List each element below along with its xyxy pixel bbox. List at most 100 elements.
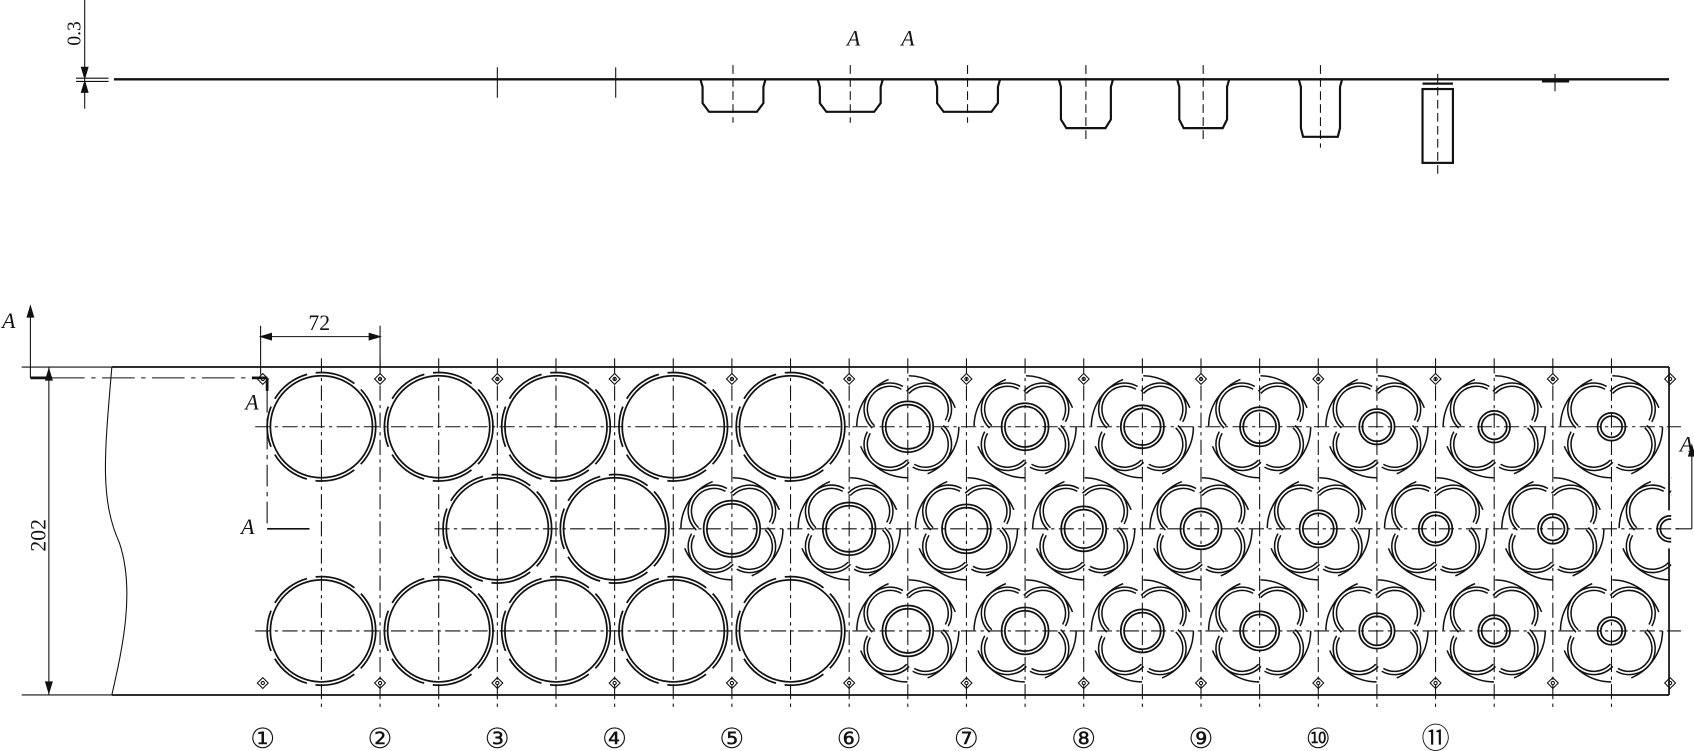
flower-petal-arc bbox=[1500, 631, 1536, 673]
flower-petal-arc bbox=[1097, 382, 1138, 429]
blank-cut-circle bbox=[621, 578, 726, 683]
lanced-slot-arc bbox=[500, 371, 612, 482]
flower-petal-arc bbox=[1617, 631, 1653, 673]
flower-petal-arc bbox=[1146, 629, 1187, 676]
drawn-inner-circle bbox=[1239, 406, 1281, 448]
flower-petal-arc bbox=[966, 487, 1008, 523]
flower-petal-arc bbox=[1440, 526, 1481, 574]
flower-petal-arc bbox=[737, 529, 774, 571]
flower-petal-arc bbox=[1500, 427, 1536, 468]
pilot-hole-center bbox=[260, 680, 265, 686]
flower-petal-arc bbox=[855, 529, 891, 571]
flower-petal-arc bbox=[1670, 494, 1672, 496]
section-cut-label-left: A bbox=[0, 309, 16, 333]
pilot-hole bbox=[1429, 676, 1442, 690]
flower-petal-arc bbox=[972, 529, 1008, 571]
flower-petal-arc bbox=[866, 589, 902, 631]
flower-petal-arc bbox=[1159, 487, 1195, 529]
pilot-hole bbox=[256, 676, 269, 690]
flower-petal-arc bbox=[1452, 636, 1494, 673]
flower-petal-arc bbox=[921, 484, 962, 531]
flower-petal-arc bbox=[847, 484, 894, 525]
flower-petal-arc bbox=[980, 586, 1021, 633]
drawn-inner-circle bbox=[1060, 505, 1108, 553]
flower-petal-arc bbox=[1029, 629, 1070, 676]
section-cut-label-1: A bbox=[243, 390, 259, 414]
flower-petal-arc bbox=[1260, 589, 1301, 625]
flower-petal-arc bbox=[1218, 385, 1254, 427]
pilot-hole bbox=[608, 372, 621, 386]
drawn-inner-circle bbox=[821, 501, 877, 557]
flower-petal-arc bbox=[1452, 432, 1494, 468]
drawn-inner-circle bbox=[1004, 405, 1047, 448]
flower-petal-arc bbox=[1218, 432, 1260, 468]
pilot-hole-center bbox=[1081, 680, 1086, 686]
pilot-hole bbox=[491, 372, 504, 386]
lanced-slot-arc bbox=[618, 575, 729, 687]
pilot-hole bbox=[608, 676, 621, 690]
flower-petal-arc bbox=[1381, 629, 1422, 676]
flower-petal-arc bbox=[1215, 382, 1256, 429]
flower-petal-arc bbox=[1332, 586, 1373, 633]
pilot-hole bbox=[842, 676, 856, 690]
flower-petal-arc bbox=[866, 636, 908, 673]
flower-petal-arc bbox=[804, 484, 845, 531]
flower-outer-arc bbox=[1266, 477, 1371, 581]
flower-petal-arc bbox=[1101, 636, 1142, 673]
station-number-label: ⑥ bbox=[837, 724, 862, 751]
drawn-inner-circle bbox=[1179, 507, 1223, 551]
drawn-inner-circle bbox=[1659, 518, 1672, 540]
flower-petal-arc bbox=[1375, 382, 1422, 423]
drawn-inner-circle bbox=[1242, 409, 1277, 445]
flower-petal-arc bbox=[1257, 382, 1305, 423]
flower-petal-arc bbox=[1273, 484, 1314, 531]
pilot-hole bbox=[1194, 372, 1208, 386]
flower-petal-arc bbox=[804, 533, 852, 574]
flower-petal-arc bbox=[1382, 631, 1419, 673]
flower-petal-arc bbox=[1207, 529, 1243, 571]
pilot-hole-center bbox=[1081, 376, 1086, 382]
flower-petal-arc bbox=[913, 631, 950, 673]
flower-petal-arc bbox=[1381, 424, 1422, 472]
flower-petal-arc bbox=[863, 431, 910, 472]
flower-petal-arc bbox=[908, 589, 950, 625]
station-number-label: ⑧ bbox=[1071, 724, 1096, 751]
pilot-hole bbox=[960, 676, 973, 690]
lanced-slot-arc bbox=[618, 371, 729, 482]
lanced-slot-arc bbox=[735, 575, 846, 687]
flower-outer-arc bbox=[1501, 477, 1605, 581]
flower-petal-arc bbox=[1332, 431, 1379, 472]
pilot-hole bbox=[1312, 372, 1325, 386]
flower-petal-arc bbox=[1201, 487, 1243, 523]
pilot-hole-center bbox=[1433, 376, 1438, 382]
flower-petal-arc bbox=[908, 385, 950, 421]
drawn-inner-circle bbox=[1417, 511, 1454, 547]
break-line bbox=[104, 366, 128, 696]
flower-petal-arc bbox=[1140, 586, 1187, 627]
flower-petal-arc bbox=[905, 382, 953, 423]
flower-petal-arc bbox=[1511, 487, 1547, 529]
flower-petal-arc bbox=[1097, 635, 1145, 676]
pilot-hole bbox=[1194, 676, 1208, 690]
station-number-label: ⑩ bbox=[1306, 724, 1331, 751]
flower-petal-arc bbox=[1449, 586, 1490, 633]
flower-petal-arc bbox=[1570, 432, 1611, 468]
flower-outer-arc bbox=[1149, 477, 1253, 581]
width-arrow bbox=[44, 681, 53, 695]
flower-outer-arc bbox=[973, 579, 1077, 683]
thickness-dimension-label: 0.3 bbox=[64, 21, 85, 45]
blank-cut-circle bbox=[269, 578, 374, 683]
flower-petal-arc bbox=[1492, 382, 1539, 423]
flower-petal-arc bbox=[1570, 636, 1611, 673]
pilot-hole bbox=[1077, 676, 1090, 690]
flower-petal-arc bbox=[1557, 526, 1598, 574]
pilot-hole-center bbox=[1433, 680, 1438, 686]
station-number-label: ⑪ bbox=[1421, 723, 1449, 751]
drawn-inner-circle bbox=[881, 604, 935, 658]
pilot-hole-center bbox=[377, 376, 383, 382]
flower-outer-arc bbox=[1090, 374, 1195, 479]
flower-petal-arc bbox=[1566, 635, 1614, 676]
flower-petal-arc bbox=[1322, 526, 1363, 574]
flower-petal-arc bbox=[1088, 526, 1129, 574]
flower-petal-arc bbox=[1332, 382, 1373, 429]
